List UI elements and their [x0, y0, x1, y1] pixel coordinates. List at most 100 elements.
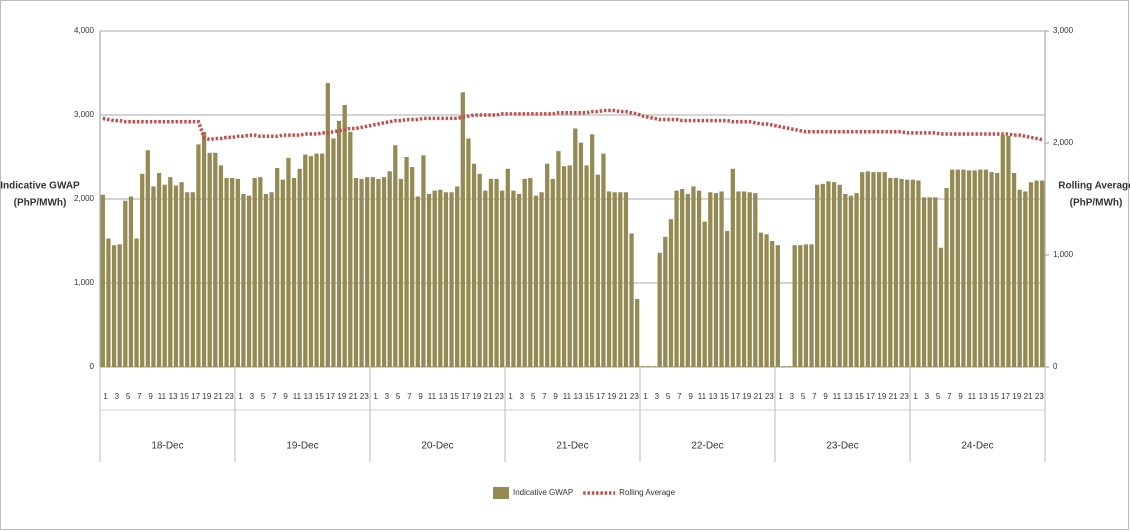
x-tick-label: 3 — [385, 392, 390, 401]
bar — [584, 165, 589, 367]
bar — [741, 191, 747, 367]
x-tick-label: 19 — [1012, 392, 1021, 401]
bar — [933, 197, 938, 367]
bar — [966, 170, 972, 367]
bar — [505, 168, 510, 367]
bar — [471, 163, 477, 367]
x-tick-label: 13 — [844, 392, 853, 401]
x-tick-label: 3 — [790, 392, 795, 401]
x-tick-label: 7 — [947, 392, 952, 401]
bar — [1034, 180, 1039, 367]
bar — [511, 190, 516, 367]
bar — [995, 172, 1000, 367]
x-tick-label: 15 — [720, 392, 729, 401]
bar — [606, 191, 612, 367]
bar — [348, 131, 353, 367]
bar — [651, 366, 657, 367]
bar — [730, 168, 735, 367]
legend-label: Indicative GWAP — [513, 488, 573, 497]
bar — [696, 190, 702, 367]
x-tick-label: 9 — [688, 392, 693, 401]
bar — [753, 193, 758, 367]
bar — [972, 170, 977, 367]
group-label: 19-Dec — [286, 441, 318, 452]
bar — [927, 197, 932, 367]
bar — [100, 194, 105, 367]
y-axis-title: (PhP/MWh) — [14, 198, 67, 209]
bar — [235, 178, 240, 367]
x-tick-label: 13 — [169, 392, 178, 401]
bar — [291, 178, 297, 367]
bar — [567, 165, 572, 367]
x-tick-label: 7 — [812, 392, 817, 401]
bar — [899, 178, 904, 367]
bar — [213, 152, 218, 367]
bar — [421, 155, 426, 367]
x-tick-label: 3 — [115, 392, 120, 401]
bar — [550, 178, 555, 367]
bar — [359, 178, 364, 367]
y-tick-label: 4,000 — [74, 26, 95, 35]
x-tick-label: 21 — [754, 392, 763, 401]
x-tick-label: 21 — [349, 392, 358, 401]
bar — [708, 192, 713, 367]
bar — [1000, 135, 1005, 367]
x-tick-label: 5 — [666, 392, 671, 401]
bar — [156, 172, 162, 367]
x-tick-label: 7 — [137, 392, 142, 401]
x-tick-label: 13 — [709, 392, 718, 401]
x-tick-label: 11 — [563, 392, 572, 401]
bar — [871, 172, 876, 367]
x-tick-label: 11 — [158, 392, 167, 401]
bar — [837, 184, 842, 367]
bar — [528, 178, 533, 367]
bar — [955, 169, 960, 367]
bar — [303, 154, 308, 367]
bar — [792, 245, 797, 367]
x-tick-label: 1 — [103, 392, 108, 401]
x-tick-label: 23 — [1035, 392, 1044, 401]
y2-tick-label: 3,000 — [1053, 26, 1074, 35]
bar — [770, 241, 775, 367]
x-tick-label: 23 — [630, 392, 639, 401]
y-tick-label: 3,000 — [74, 110, 95, 119]
bar — [680, 188, 685, 367]
bar — [320, 153, 325, 367]
line — [102, 108, 1043, 142]
bar — [921, 197, 927, 367]
bar — [876, 172, 882, 367]
x-tick-label: 5 — [801, 392, 806, 401]
bar — [764, 234, 769, 367]
bar — [657, 252, 662, 367]
bar — [438, 189, 443, 367]
bar — [961, 169, 966, 367]
x-tick-label: 21 — [1024, 392, 1033, 401]
bar — [500, 190, 505, 367]
bar — [539, 192, 544, 367]
bar — [781, 366, 786, 367]
bar — [601, 153, 606, 367]
bar — [246, 195, 252, 367]
bar — [387, 171, 392, 367]
x-tick-label: 23 — [765, 392, 774, 401]
y-tick-label: 0 — [90, 362, 95, 371]
bar — [1023, 191, 1028, 367]
bar — [674, 190, 679, 367]
bar — [578, 142, 584, 367]
x-tick-label: 5 — [531, 392, 536, 401]
bar — [376, 178, 381, 367]
x-tick-label: 21 — [619, 392, 628, 401]
x-tick-label: 9 — [148, 392, 153, 401]
bar — [477, 173, 482, 367]
bar — [623, 192, 629, 367]
bar — [269, 192, 274, 367]
bar — [646, 366, 651, 367]
bar — [944, 188, 949, 367]
bar — [663, 236, 668, 367]
x-tick-label: 11 — [833, 392, 842, 401]
x-tick-label: 13 — [574, 392, 583, 401]
bar — [893, 178, 899, 367]
bar — [415, 196, 420, 367]
x-tick-label: 7 — [272, 392, 277, 401]
bar — [263, 193, 269, 367]
